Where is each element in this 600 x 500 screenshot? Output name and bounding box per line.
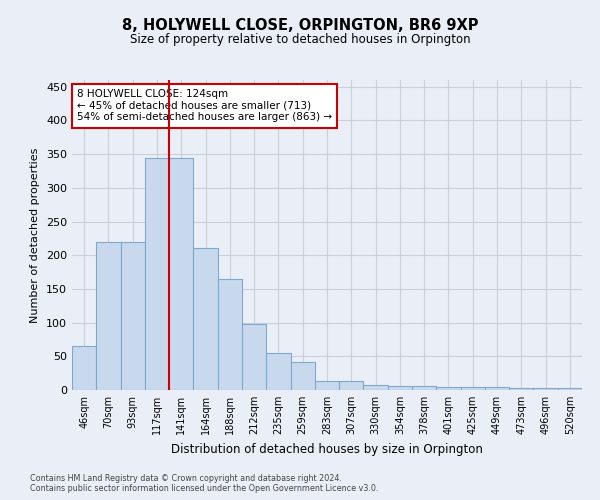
Bar xyxy=(218,279,242,390)
Bar xyxy=(461,388,485,390)
Text: Contains HM Land Registry data © Crown copyright and database right 2024.: Contains HM Land Registry data © Crown c… xyxy=(30,474,342,483)
Bar xyxy=(412,386,436,390)
Bar xyxy=(290,362,315,390)
Bar xyxy=(533,388,558,390)
Bar xyxy=(145,158,169,390)
Bar xyxy=(266,353,290,390)
Bar xyxy=(96,242,121,390)
Bar xyxy=(485,388,509,390)
Bar xyxy=(242,324,266,390)
Bar xyxy=(169,158,193,390)
Bar xyxy=(509,388,533,390)
Text: Contains public sector information licensed under the Open Government Licence v3: Contains public sector information licen… xyxy=(30,484,379,493)
Bar xyxy=(121,242,145,390)
Bar xyxy=(364,384,388,390)
Y-axis label: Number of detached properties: Number of detached properties xyxy=(31,148,40,322)
Bar xyxy=(558,388,582,390)
Bar xyxy=(193,248,218,390)
Bar xyxy=(315,380,339,390)
Bar xyxy=(339,380,364,390)
X-axis label: Distribution of detached houses by size in Orpington: Distribution of detached houses by size … xyxy=(171,442,483,456)
Bar xyxy=(388,386,412,390)
Text: 8 HOLYWELL CLOSE: 124sqm
← 45% of detached houses are smaller (713)
54% of semi-: 8 HOLYWELL CLOSE: 124sqm ← 45% of detach… xyxy=(77,90,332,122)
Text: Size of property relative to detached houses in Orpington: Size of property relative to detached ho… xyxy=(130,32,470,46)
Bar xyxy=(72,346,96,390)
Text: 8, HOLYWELL CLOSE, ORPINGTON, BR6 9XP: 8, HOLYWELL CLOSE, ORPINGTON, BR6 9XP xyxy=(122,18,478,32)
Bar xyxy=(436,388,461,390)
